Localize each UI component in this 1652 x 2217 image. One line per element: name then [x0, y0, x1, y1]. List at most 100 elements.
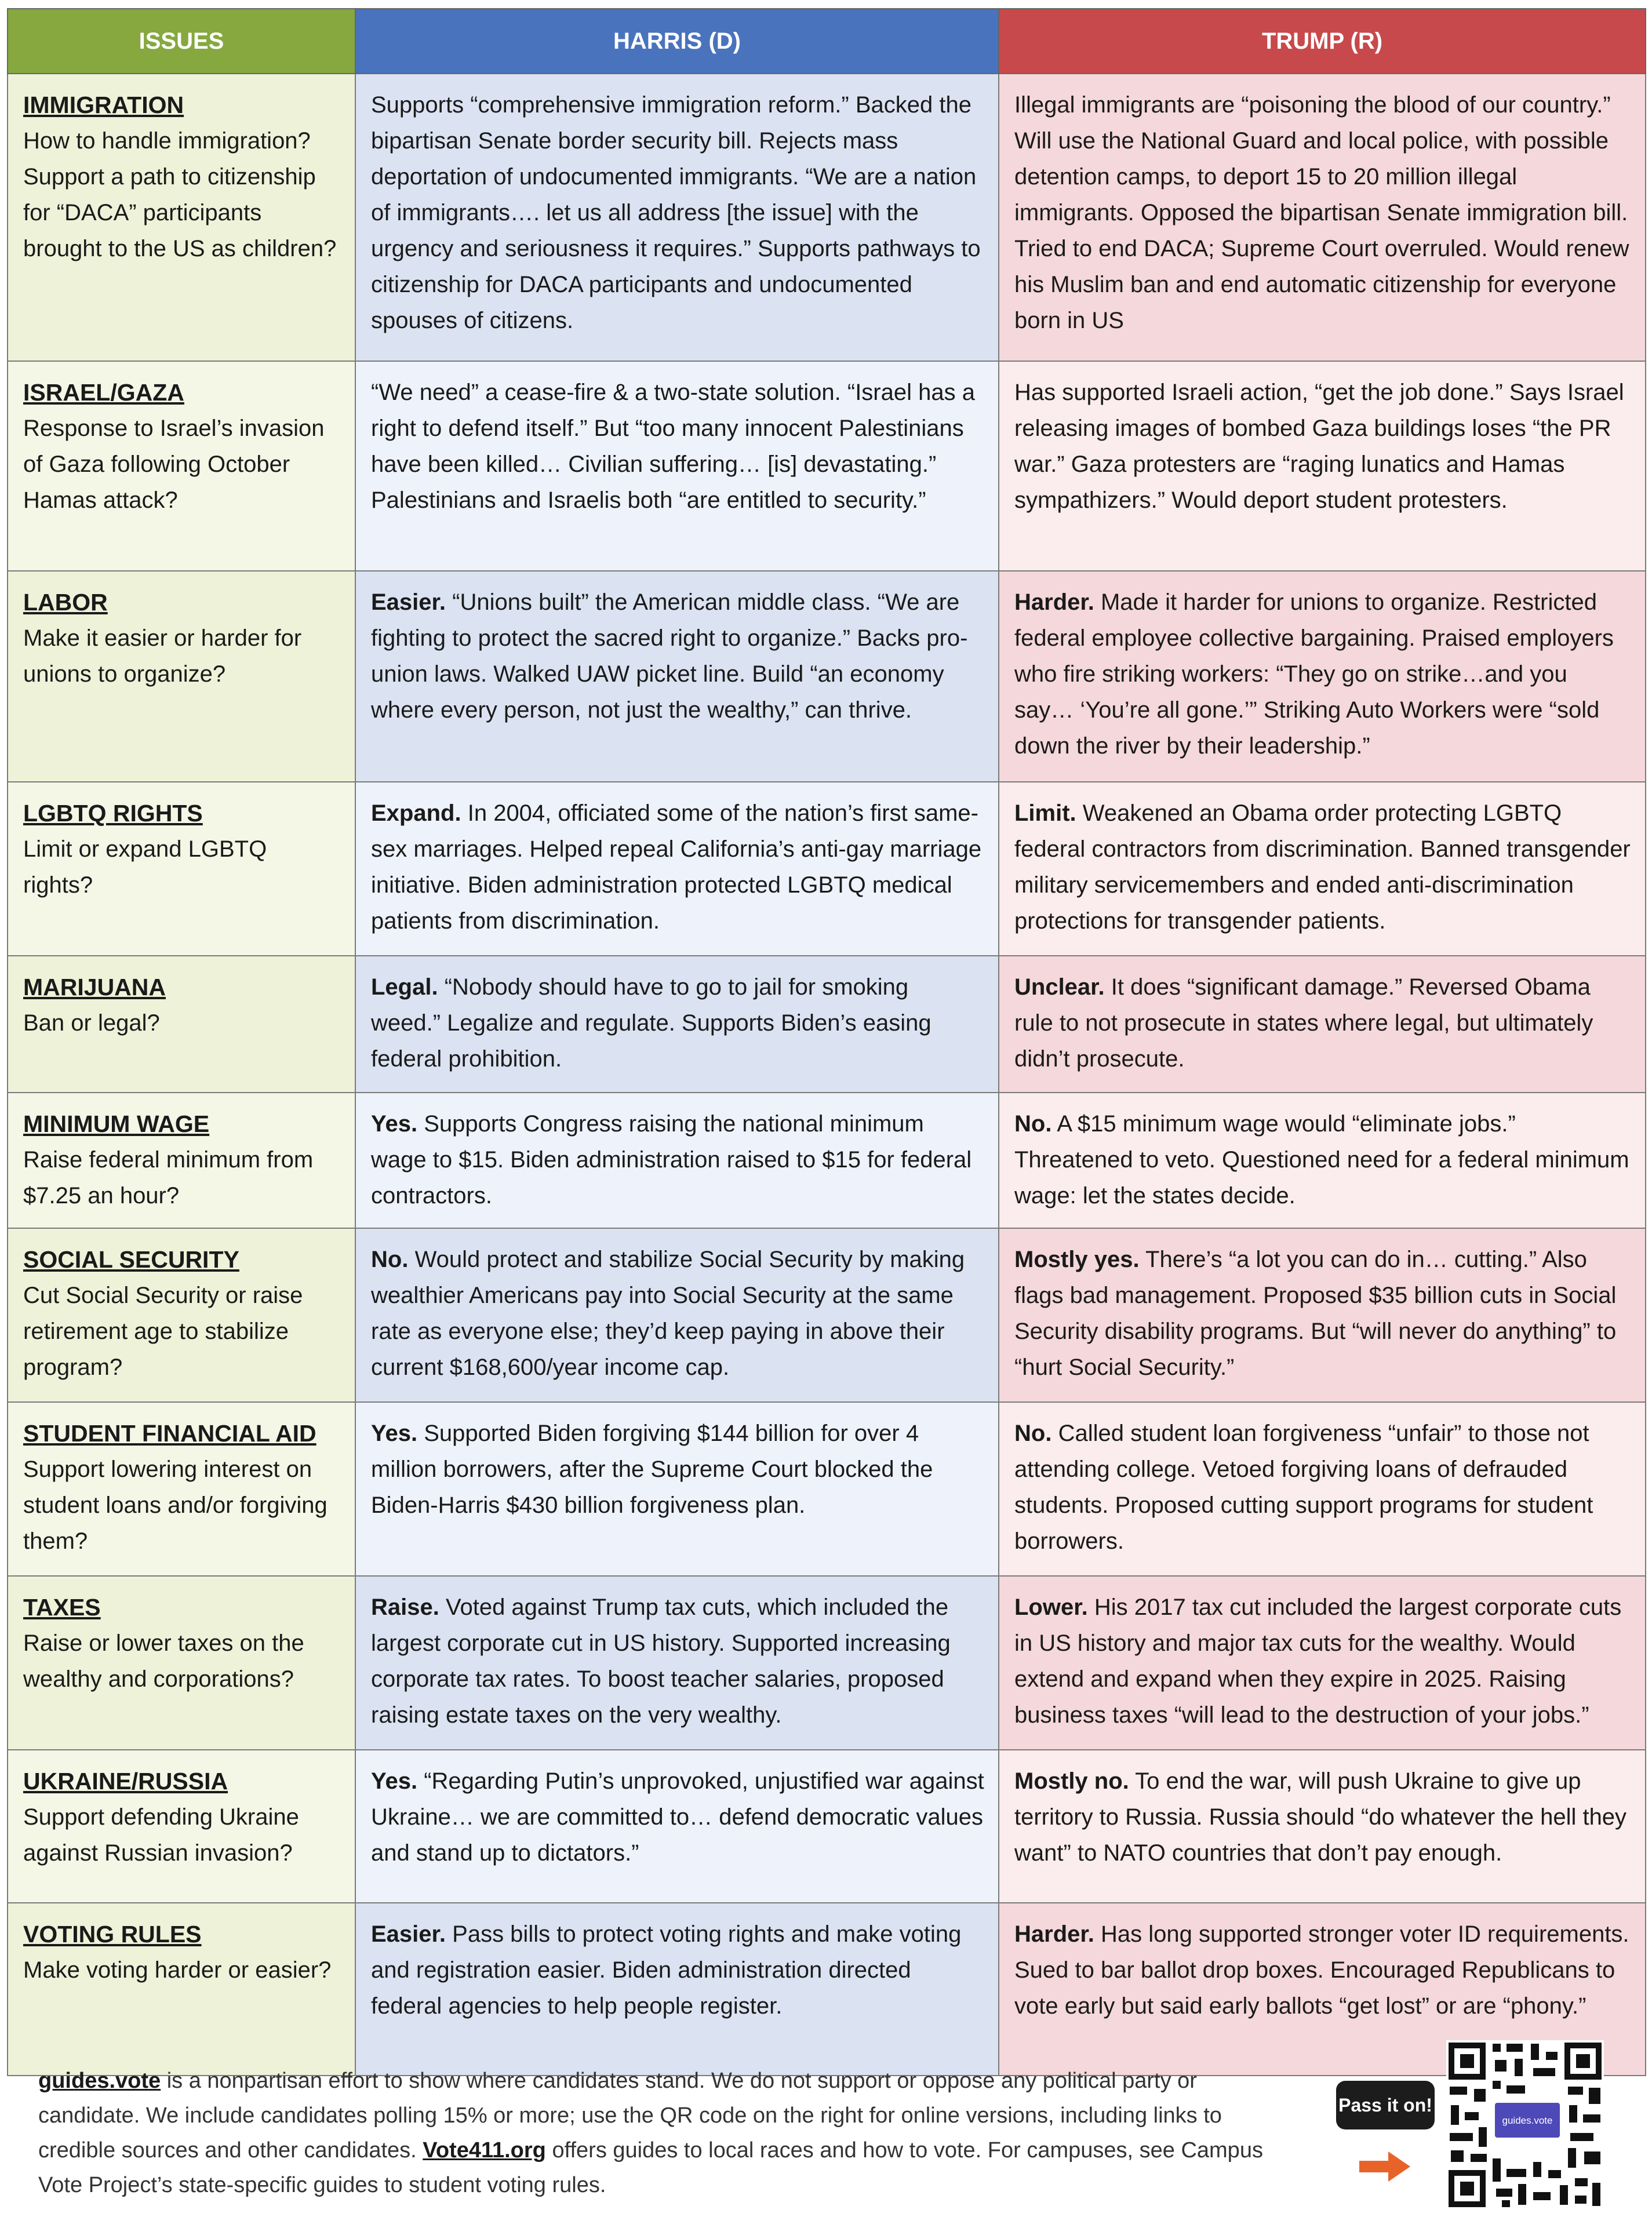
pass-it-on-badge: Pass it on!: [1336, 2081, 1435, 2129]
harris-position-cell: Yes. “Regarding Putin’s unprovoked, unju…: [355, 1749, 999, 1903]
vote411-link[interactable]: Vote411.org: [423, 2138, 546, 2163]
issue-cell: MINIMUM WAGE Raise federal minimum from $…: [7, 1092, 356, 1229]
harris-position-cell: Supports “comprehensive immigration refo…: [355, 73, 999, 362]
harris-position-text: Supports Congress raising the national m…: [371, 1111, 972, 1208]
trump-position-lead: No.: [1014, 1421, 1052, 1446]
harris-position-text: Voted against Trump tax cuts, which incl…: [371, 1595, 951, 1728]
issue-row: MARIJUANA Ban or legal? Legal. “Nobody sho…: [7, 955, 1646, 1093]
issue-row: LGBTQ RIGHTS Limit or expand LGBTQ rights…: [7, 781, 1646, 956]
trump-position-text: Weakened an Obama order protecting LGBTQ…: [1014, 800, 1631, 934]
issue-name: IMMIGRATION: [23, 92, 184, 118]
issue-question: Ban or legal?: [23, 1010, 160, 1036]
trump-position-lead: Mostly yes.: [1014, 1247, 1140, 1272]
issue-question: Response to Israel’s invasion of Gaza fo…: [23, 416, 325, 513]
harris-position-cell: Easier. Pass bills to protect voting rig…: [355, 1902, 999, 2076]
qr-logo-text: guides.vote: [1502, 2115, 1553, 2126]
trump-position-cell: No. A $15 minimum wage would “eliminate …: [998, 1092, 1646, 1229]
candidate-comparison-table: ISSUES HARRIS (D) TRUMP (R) IMMIGRATION H…: [7, 8, 1646, 2076]
issue-cell: STUDENT FINANCIAL AID Support lowering in…: [7, 1401, 356, 1577]
harris-position-cell: Raise. Voted against Trump tax cuts, whi…: [355, 1575, 999, 1750]
harris-position-cell: Yes. Supports Congress raising the natio…: [355, 1092, 999, 1229]
issues-column-header: ISSUES: [7, 8, 356, 74]
trump-position-lead: Mostly no.: [1014, 1768, 1129, 1794]
trump-position-text: To end the war, will push Ukraine to giv…: [1014, 1768, 1627, 1866]
arrow-right-icon: [1359, 2152, 1410, 2182]
harris-position-lead: Yes.: [371, 1421, 418, 1446]
issue-name: LGBTQ RIGHTS: [23, 800, 203, 827]
trump-position-text: It does “significant damage.” Reversed O…: [1014, 974, 1593, 1072]
harris-position-cell: Expand. In 2004, officiated some of the …: [355, 781, 999, 956]
issue-question: Limit or expand LGBTQ rights?: [23, 836, 267, 898]
issue-question: How to handle immigration? Support a pat…: [23, 128, 337, 261]
issue-row: LABOR Make it easier or harder for unions…: [7, 570, 1646, 782]
trump-position-lead: Harder.: [1014, 1921, 1094, 1947]
trump-position-text: Has long supported stronger voter ID req…: [1014, 1921, 1629, 2019]
trump-position-cell: Harder. Made it harder for unions to org…: [998, 570, 1646, 782]
trump-position-text: Made it harder for unions to organize. R…: [1014, 589, 1614, 759]
issue-cell: TAXES Raise or lower taxes on the wealthy…: [7, 1575, 356, 1750]
harris-position-text: Pass bills to protect voting rights and …: [371, 1921, 962, 2019]
issue-cell: SOCIAL SECURITY Cut Social Security or ra…: [7, 1228, 356, 1403]
trump-column-header: TRUMP (R): [998, 8, 1646, 74]
harris-position-text: Supports “comprehensive immigration refo…: [371, 92, 981, 333]
trump-position-cell: Lower. His 2017 tax cut included the lar…: [998, 1575, 1646, 1750]
issue-name: UKRAINE/RUSSIA: [23, 1768, 228, 1794]
harris-column-header: HARRIS (D): [355, 8, 999, 74]
trump-position-lead: Harder.: [1014, 589, 1094, 615]
issue-cell: LABOR Make it easier or harder for unions…: [7, 570, 356, 782]
footer-note: guides.vote is a nonpartisan effort to s…: [38, 2063, 1279, 2203]
harris-position-text: Would protect and stabilize Social Secur…: [371, 1247, 965, 1380]
trump-position-lead: Unclear.: [1014, 974, 1105, 1000]
harris-position-lead: No.: [371, 1247, 409, 1272]
trump-position-lead: Lower.: [1014, 1595, 1088, 1620]
trump-position-text: Has supported Israeli action, “get the j…: [1014, 380, 1624, 513]
trump-position-cell: Has supported Israeli action, “get the j…: [998, 361, 1646, 571]
issue-name: STUDENT FINANCIAL AID: [23, 1420, 316, 1447]
issue-row: ISRAEL/GAZA Response to Israel’s invasion…: [7, 361, 1646, 571]
harris-position-text: “Regarding Putin’s unprovoked, unjustifi…: [371, 1768, 984, 1866]
issue-question: Make voting harder or easier?: [23, 1957, 332, 1983]
issue-question: Cut Social Security or raise retirement …: [23, 1283, 303, 1380]
harris-position-lead: Easier.: [371, 589, 446, 615]
issue-name: MINIMUM WAGE: [23, 1111, 210, 1137]
harris-position-text: Supported Biden forgiving $144 billion f…: [371, 1421, 933, 1518]
harris-position-lead: Raise.: [371, 1595, 439, 1620]
trump-position-lead: Limit.: [1014, 800, 1076, 826]
harris-position-lead: Easier.: [371, 1921, 446, 1947]
issue-cell: MARIJUANA Ban or legal?: [7, 955, 356, 1093]
trump-position-text: Illegal immigrants are “poisoning the bl…: [1014, 92, 1629, 333]
issue-question: Support defending Ukraine against Russia…: [23, 1804, 299, 1866]
harris-position-lead: Legal.: [371, 974, 438, 1000]
trump-position-text: A $15 minimum wage would “eliminate jobs…: [1014, 1111, 1629, 1208]
harris-position-cell: Legal. “Nobody should have to go to jail…: [355, 955, 999, 1093]
harris-position-text: In 2004, officiated some of the nation’s…: [371, 800, 982, 934]
harris-position-text: “We need” a cease-fire & a two-state sol…: [371, 380, 975, 513]
issue-question: Raise or lower taxes on the wealthy and …: [23, 1630, 304, 1692]
issue-name: SOCIAL SECURITY: [23, 1246, 239, 1273]
issue-row: MINIMUM WAGE Raise federal minimum from $…: [7, 1092, 1646, 1229]
harris-position-lead: Expand.: [371, 800, 461, 826]
issue-cell: UKRAINE/RUSSIA Support defending Ukraine …: [7, 1749, 356, 1903]
trump-position-cell: Unclear. It does “significant damage.” R…: [998, 955, 1646, 1093]
trump-position-cell: Limit. Weakened an Obama order protectin…: [998, 781, 1646, 956]
qr-code-icon[interactable]: guides.vote: [1446, 2040, 1604, 2209]
trump-position-cell: Illegal immigrants are “poisoning the bl…: [998, 73, 1646, 362]
harris-position-cell: “We need” a cease-fire & a two-state sol…: [355, 361, 999, 571]
guides-vote-link[interactable]: guides.vote: [38, 2069, 161, 2093]
issue-cell: VOTING RULES Make voting harder or easier…: [7, 1902, 356, 2076]
harris-position-cell: Easier. “Unions built” the American midd…: [355, 570, 999, 782]
issue-question: Support lowering interest on student loa…: [23, 1457, 328, 1554]
harris-position-cell: Yes. Supported Biden forgiving $144 bill…: [355, 1401, 999, 1577]
harris-position-text: “Unions built” the American middle class…: [371, 589, 968, 723]
issue-row: SOCIAL SECURITY Cut Social Security or ra…: [7, 1228, 1646, 1403]
harris-position-lead: Yes.: [371, 1768, 418, 1794]
trump-position-lead: No.: [1014, 1111, 1052, 1137]
issue-cell: IMMIGRATION How to handle immigration? Su…: [7, 73, 356, 362]
footer-text-1: is a nonpartisan effort to show where ca…: [38, 2069, 1222, 2163]
issue-question: Make it easier or harder for unions to o…: [23, 625, 302, 687]
issue-row: VOTING RULES Make voting harder or easier…: [7, 1902, 1646, 2076]
issue-row: IMMIGRATION How to handle immigration? Su…: [7, 73, 1646, 362]
trump-position-cell: Mostly no. To end the war, will push Ukr…: [998, 1749, 1646, 1903]
issue-question: Raise federal minimum from $7.25 an hour…: [23, 1147, 314, 1208]
